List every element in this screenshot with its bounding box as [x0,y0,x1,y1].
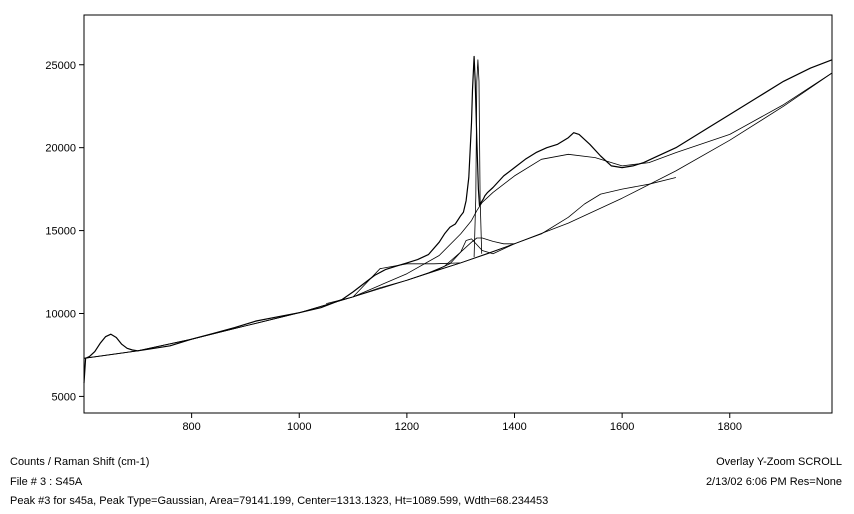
x-tick-label: 1600 [610,421,634,433]
x-tick-label: 1000 [287,421,311,433]
series-line-peak-shoulder [352,262,461,298]
file-label: File # 3 : S45A [10,476,83,488]
x-tick-label: 1800 [718,421,742,433]
y-axis-ticks: 5000 10000 15000 20000 25000 [45,60,84,403]
x-tick-label: 800 [182,421,200,433]
series-line-fit-total [83,72,833,359]
y-tick-label: 15000 [45,226,76,238]
series-line-peak-g [433,238,515,272]
y-tick-label: 20000 [45,143,76,155]
y-tick-label: 25000 [45,60,76,72]
x-axis-ticks: 800 1000 1200 1400 1600 1800 [182,413,742,433]
x-tick-label: 1400 [502,421,526,433]
display-mode-label: Overlay Y-Zoom SCROLL [716,456,842,468]
series-line-measured [83,55,833,384]
units-label: Counts / Raman Shift (cm-1) [10,456,150,468]
x-tick-label: 1200 [395,421,419,433]
date-resolution-label: 2/13/02 6:06 PM Res=None [705,476,842,488]
plot-lines [83,55,833,384]
peak-info-label: Peak #3 for s45a, Peak Type=Gaussian, Ar… [10,495,549,507]
y-tick-label: 10000 [45,309,76,321]
series-line-peak-sharp [473,59,483,258]
y-tick-label: 5000 [52,391,76,403]
plot-area-frame [83,14,833,414]
